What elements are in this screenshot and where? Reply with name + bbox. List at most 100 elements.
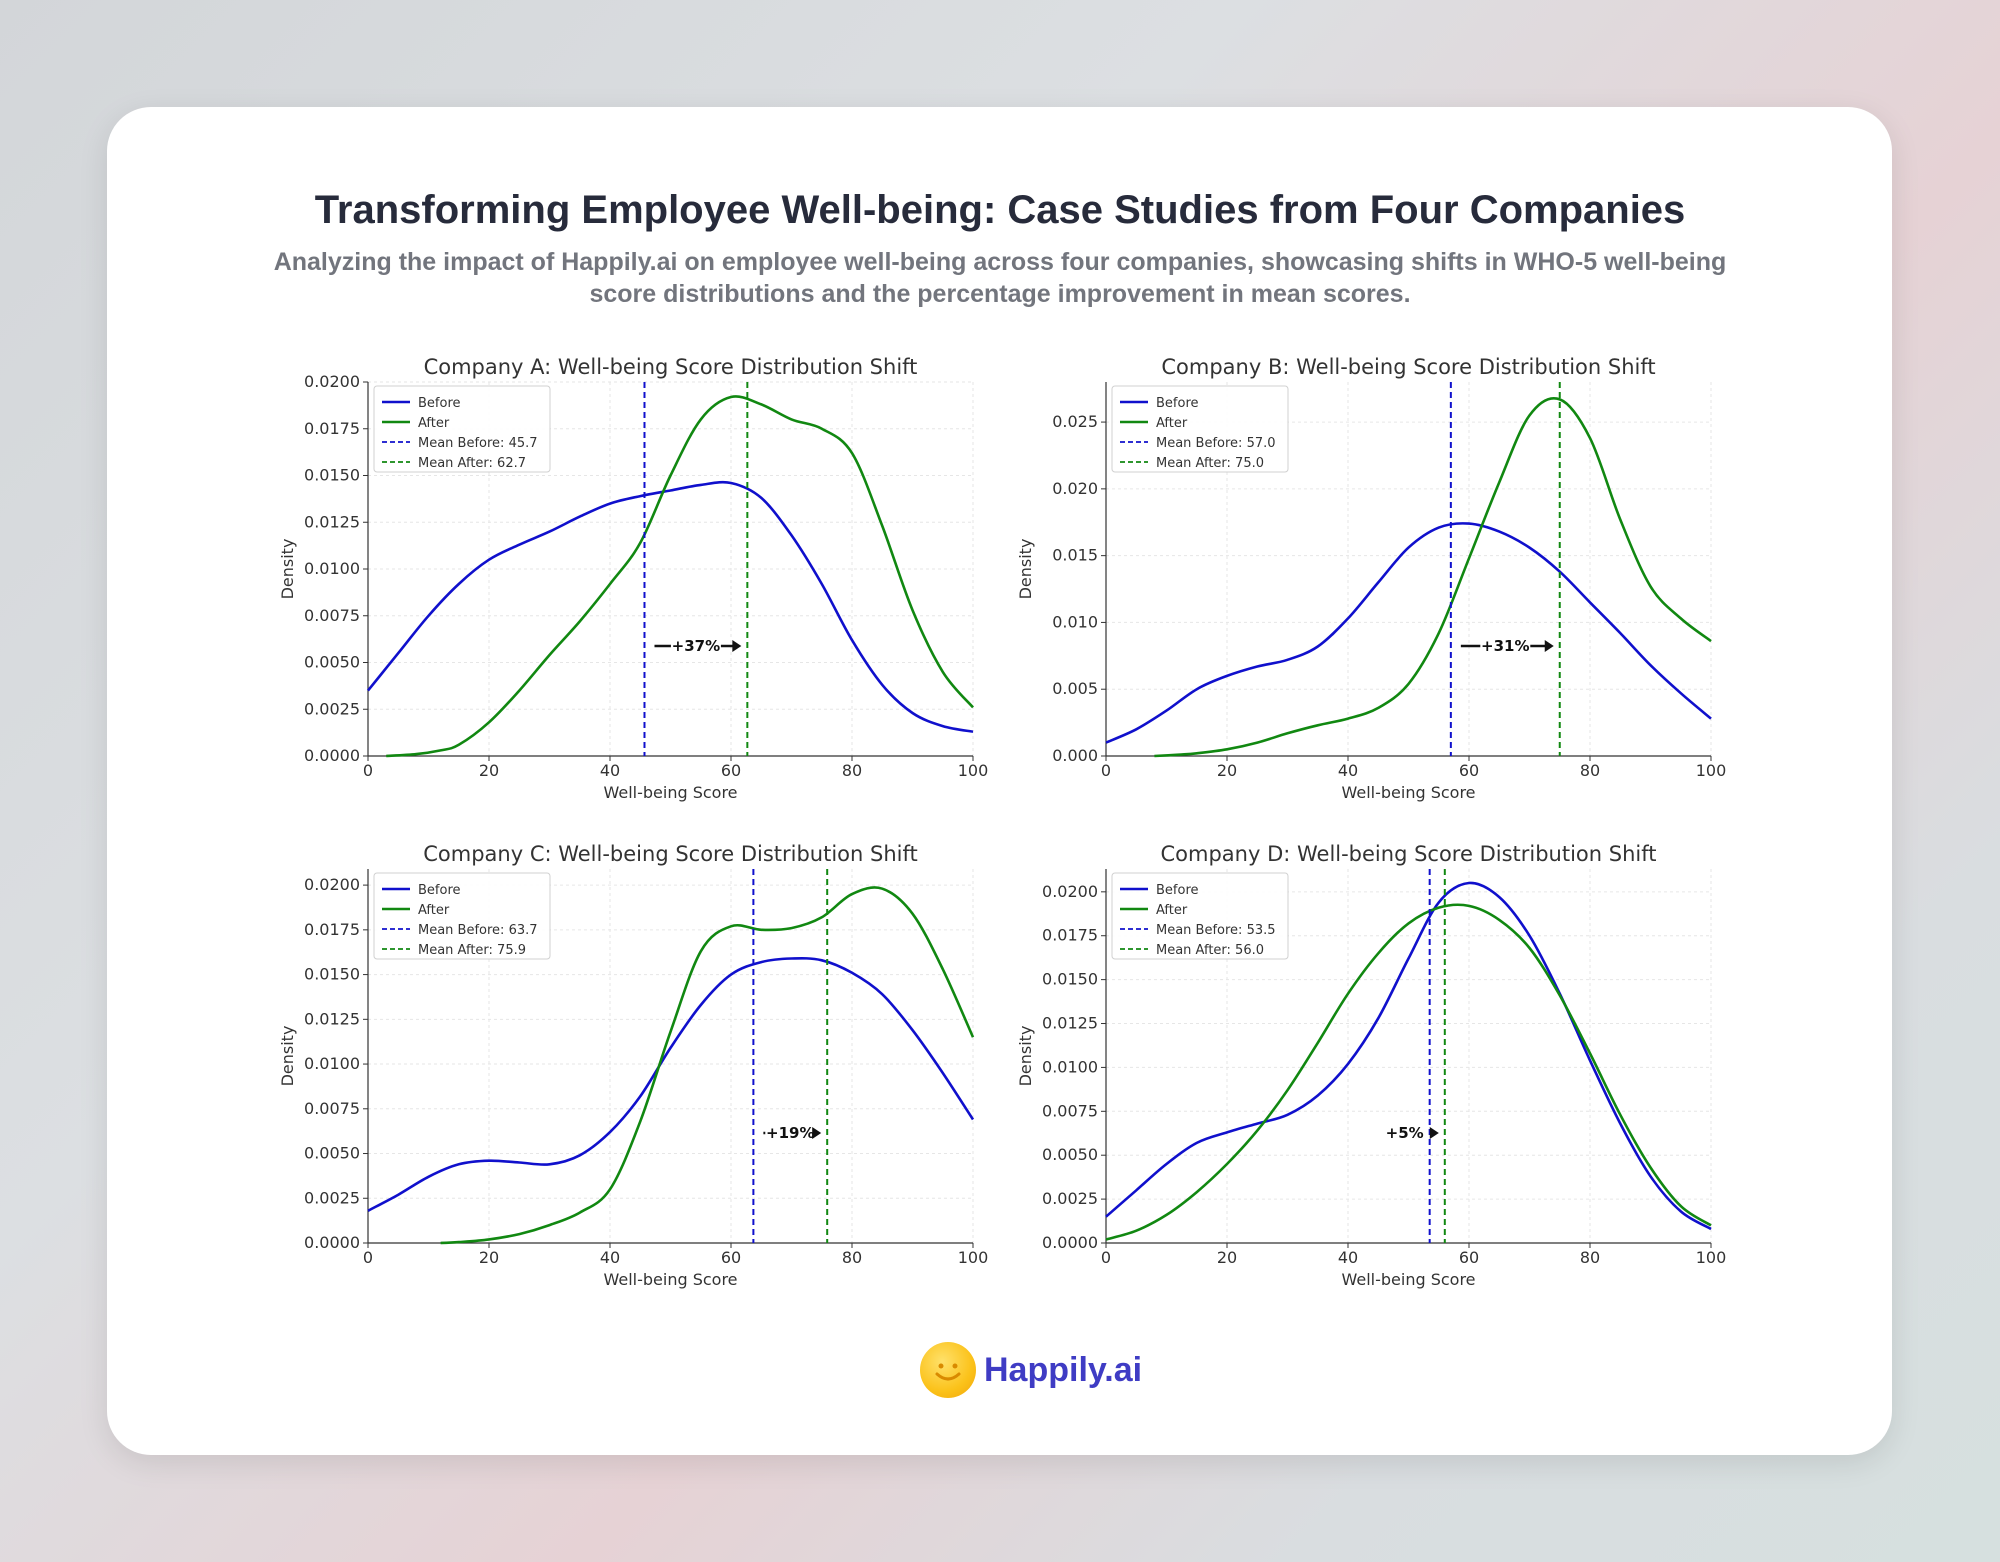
y-tick-label: 0.025 (1052, 412, 1098, 431)
chart-company-c: Company C: Well-being Score Distribution… (278, 842, 989, 1289)
legend-label: Before (1156, 396, 1199, 411)
x-tick-label: 20 (479, 761, 499, 780)
y-tick-label: 0.0100 (304, 559, 360, 578)
improvement-arrow-head (1544, 640, 1554, 652)
y-tick-label: 0.0150 (304, 466, 360, 485)
x-tick-label: 100 (958, 1248, 989, 1267)
chart-title: Company D: Well-being Score Distribution… (1160, 842, 1656, 866)
y-tick-label: 0.0025 (1042, 1189, 1098, 1208)
x-tick-label: 0 (363, 1248, 373, 1267)
x-tick-label: 100 (958, 761, 989, 780)
chart-title: Company B: Well-being Score Distribution… (1161, 355, 1655, 379)
series-line-after (1105, 903, 1712, 1241)
page-subtitle: Analyzing the impact of Happily.ai on em… (273, 248, 1727, 308)
legend-label: After (1156, 416, 1188, 431)
y-tick-label: 0.0075 (304, 1099, 360, 1118)
legend-box (1111, 385, 1289, 473)
x-tick-label: 60 (1459, 1248, 1479, 1267)
x-tick-label: 80 (842, 1248, 862, 1267)
y-tick-label: 0.0200 (1042, 882, 1098, 901)
y-tick-label: 0.000 (1052, 746, 1098, 765)
y-tick-label: 0.0075 (304, 606, 360, 625)
series-line-before (1105, 881, 1712, 1231)
y-tick-label: 0.0150 (1042, 970, 1098, 989)
y-axis-label: Density (1016, 539, 1035, 600)
y-axis-label: Density (278, 539, 297, 600)
y-tick-label: 0.020 (1052, 479, 1098, 498)
legend-label: Mean Before: 63.7 (418, 923, 538, 938)
series-line-after (386, 395, 974, 758)
x-axis-label: Well-being Score (603, 1270, 737, 1289)
series-line-after (440, 886, 975, 1245)
legend-label: After (418, 416, 450, 431)
y-tick-label: 0.0175 (1042, 926, 1098, 945)
x-tick-label: 0 (1101, 761, 1111, 780)
y-tick-label: 0.0175 (304, 920, 360, 939)
y-tick-label: 0.0175 (304, 419, 360, 438)
legend-box (373, 872, 551, 960)
y-tick-label: 0.010 (1052, 612, 1098, 631)
x-axis-label: Well-being Score (1341, 783, 1475, 802)
y-tick-label: 0.0000 (1042, 1233, 1098, 1252)
legend-label: Before (418, 396, 461, 411)
legend-label: Mean Before: 45.7 (418, 436, 538, 451)
y-tick-label: 0.0200 (304, 372, 360, 391)
y-tick-label: 0.0050 (304, 653, 360, 672)
series-line-before (367, 957, 975, 1212)
y-tick-label: 0.0025 (304, 1188, 360, 1207)
y-tick-label: 0.015 (1052, 546, 1098, 565)
series-line-before (366, 480, 974, 733)
y-tick-label: 0.0050 (304, 1144, 360, 1163)
legend-box (1111, 872, 1289, 960)
y-tick-label: 0.0100 (1042, 1057, 1098, 1076)
x-tick-label: 40 (1338, 761, 1358, 780)
x-tick-label: 40 (600, 1248, 620, 1267)
legend-label: After (418, 903, 450, 918)
y-tick-label: 0.0075 (1042, 1101, 1098, 1120)
x-tick-label: 80 (1580, 761, 1600, 780)
content-card (107, 107, 1892, 1455)
x-tick-label: 20 (1217, 1248, 1237, 1267)
x-tick-label: 100 (1696, 761, 1727, 780)
x-tick-label: 20 (1217, 761, 1237, 780)
x-axis-label: Well-being Score (1341, 1270, 1475, 1289)
x-tick-label: 100 (1696, 1248, 1727, 1267)
improvement-arrow-head (732, 640, 742, 652)
chart-title: Company A: Well-being Score Distribution… (424, 355, 918, 379)
improvement-arrow-head (1429, 1127, 1439, 1139)
x-tick-label: 80 (1580, 1248, 1600, 1267)
chart-company-d: Company D: Well-being Score Distribution… (1016, 842, 1727, 1289)
x-tick-label: 0 (363, 761, 373, 780)
y-tick-label: 0.0000 (304, 1233, 360, 1252)
improvement-label: +19% (766, 1124, 814, 1142)
y-tick-label: 0.0050 (1042, 1145, 1098, 1164)
chart-title: Company C: Well-being Score Distribution… (423, 842, 918, 866)
legend-label: Mean Before: 53.5 (1156, 923, 1276, 938)
legend-label: After (1156, 903, 1188, 918)
x-tick-label: 0 (1101, 1248, 1111, 1267)
legend-label: Mean After: 75.0 (1156, 456, 1264, 471)
y-tick-label: 0.0025 (304, 699, 360, 718)
series-line-before (1105, 522, 1712, 744)
legend-label: Mean After: 62.7 (418, 456, 526, 471)
x-tick-label: 20 (479, 1248, 499, 1267)
legend-label: Before (1156, 883, 1199, 898)
legend-label: Mean After: 56.0 (1156, 943, 1264, 958)
x-axis-label: Well-being Score (603, 783, 737, 802)
improvement-label: +31% (1481, 637, 1529, 655)
y-axis-label: Density (278, 1026, 297, 1087)
improvement-arrow-head (812, 1127, 822, 1139)
y-tick-label: 0.0200 (304, 875, 360, 894)
page-title: Transforming Employee Well-being: Case S… (314, 188, 1686, 232)
y-tick-label: 0.0000 (304, 746, 360, 765)
legend-box (373, 385, 551, 473)
series-line-after (1154, 397, 1712, 758)
improvement-label: +5% (1386, 1124, 1424, 1142)
chart-company-b: Company B: Well-being Score Distribution… (1016, 355, 1727, 802)
y-tick-label: 0.0125 (1042, 1014, 1098, 1033)
legend-label: Mean Before: 57.0 (1156, 436, 1276, 451)
brand-name: Happily.ai (984, 1350, 1143, 1389)
improvement-label: +37% (672, 637, 720, 655)
y-tick-label: 0.005 (1052, 679, 1098, 698)
y-tick-label: 0.0125 (304, 1009, 360, 1028)
